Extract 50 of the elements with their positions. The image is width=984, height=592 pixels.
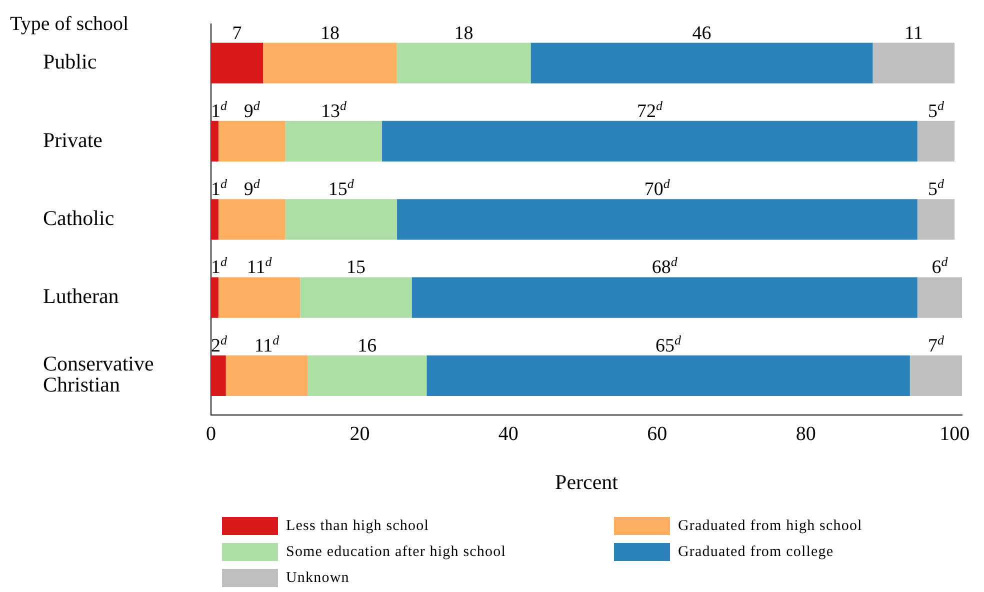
- bar: [285, 199, 397, 240]
- y-tick-label: Conservative Christian: [43, 352, 154, 397]
- bar: [426, 355, 910, 396]
- x-tick-label: 60: [647, 423, 668, 446]
- bar: [226, 355, 308, 396]
- bar: [917, 199, 955, 240]
- bar: [285, 120, 382, 162]
- bar: [211, 42, 264, 84]
- legend-label: Unknown: [286, 570, 350, 586]
- bar: [917, 277, 962, 318]
- bar: [872, 42, 955, 84]
- y-tick-label: Public: [43, 50, 97, 74]
- bar: [412, 277, 918, 318]
- bar: [211, 355, 226, 396]
- data-label: 15: [346, 257, 366, 278]
- bar: [218, 120, 286, 162]
- x-tick-label: 40: [498, 423, 518, 446]
- bar: [211, 199, 218, 240]
- data-label: 7: [232, 22, 242, 44]
- legend-label: Some education after high school: [286, 544, 506, 560]
- bar: [211, 277, 218, 318]
- x-axis-title: Percent: [555, 470, 618, 494]
- bar: [218, 199, 286, 240]
- y-tick-label: Catholic: [43, 206, 114, 230]
- bar: [382, 120, 918, 162]
- bar: [218, 277, 300, 318]
- bar: [211, 120, 218, 162]
- x-tick-label: 80: [796, 423, 816, 446]
- bar: [910, 355, 962, 396]
- y-axis-title: Type of school: [10, 13, 130, 35]
- bar: [308, 355, 427, 396]
- data-label: 18: [454, 22, 474, 44]
- bar: [300, 277, 412, 318]
- data-label: 46: [692, 22, 712, 44]
- data-label: 18: [320, 22, 340, 44]
- bar: [396, 199, 918, 240]
- x-tick-label: 0: [206, 423, 216, 446]
- legend-label: Less than high school: [286, 518, 430, 534]
- data-label: 11: [904, 22, 923, 44]
- x-tick-label: 100: [940, 423, 970, 446]
- bar: [396, 42, 531, 84]
- y-tick-label: Private: [43, 128, 102, 152]
- bar: [917, 120, 955, 162]
- y-tick-label: Lutheran: [43, 284, 120, 308]
- legend-label: Graduated from high school: [678, 518, 862, 534]
- x-tick-label: 20: [350, 423, 370, 446]
- data-label: 16: [358, 335, 377, 356]
- legend-label: Graduated from college: [678, 544, 834, 560]
- bar: [263, 42, 397, 84]
- bar: [530, 42, 873, 84]
